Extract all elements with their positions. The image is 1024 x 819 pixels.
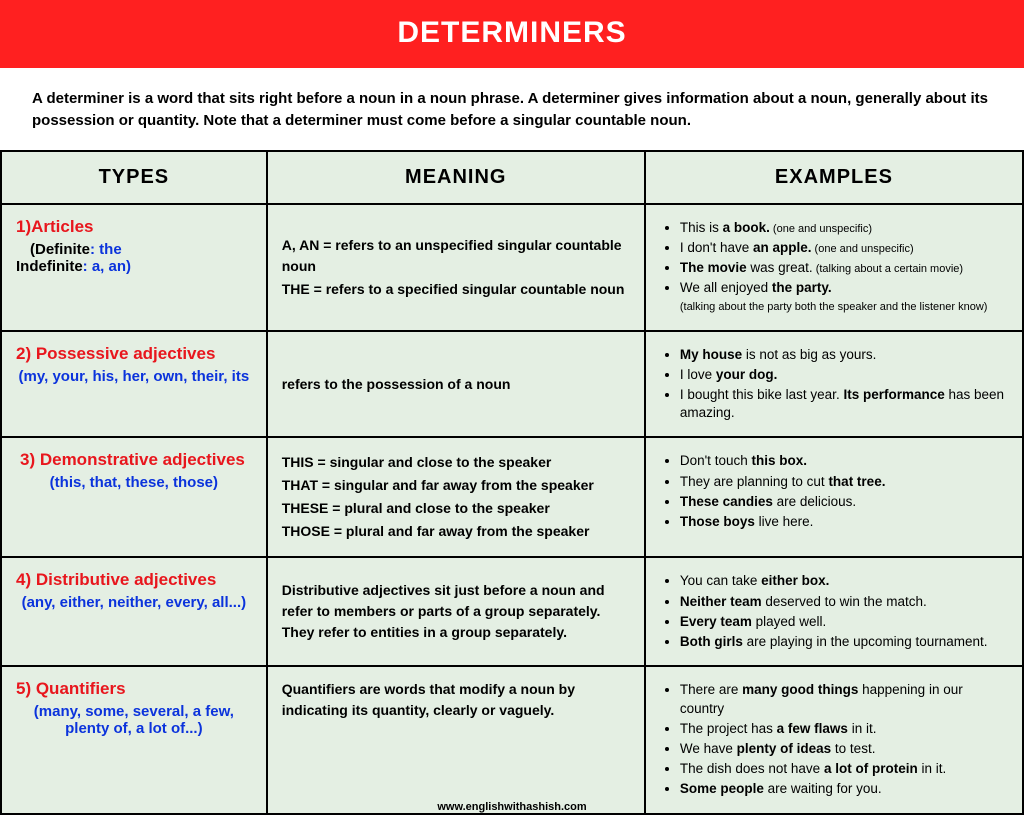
list-item: They are planning to cut that tree. xyxy=(680,473,1008,491)
type-cell-distributive: 4) Distributive adjectives (any, either,… xyxy=(1,557,267,666)
page-title: DETERMINERS xyxy=(397,16,626,49)
type-sub-indefinite-label: Indefinite xyxy=(16,258,83,275)
table-header-row: TYPES MEANING EXAMPLES xyxy=(1,151,1023,204)
type-cell-possessive: 2) Possessive adjectives (my, your, his,… xyxy=(1,331,267,438)
meaning-def: refers to a specified singular countable… xyxy=(326,281,625,297)
type-title: 5) Quantifiers xyxy=(16,679,252,699)
list-item: This is a book. (one and unspecific) xyxy=(680,219,1008,237)
type-cell-demonstrative: 3) Demonstrative adjectives (this, that,… xyxy=(1,437,267,557)
list-item: My house is not as big as yours. xyxy=(680,346,1008,364)
examples-cell: Don't touch this box. They are planning … xyxy=(645,437,1023,557)
examples-cell: There are many good things happening in … xyxy=(645,666,1023,813)
meaning-term: THE = xyxy=(282,281,326,297)
type-cell-quantifiers: 5) Quantifiers (many, some, several, a f… xyxy=(1,666,267,813)
type-sub-definite-value: : the xyxy=(90,241,122,258)
examples-cell: My house is not as big as yours. I love … xyxy=(645,331,1023,438)
type-cell-articles: 1)Articles (Definite: the Indefinite: a,… xyxy=(1,204,267,331)
type-sub: (my, your, his, her, own, their, its xyxy=(16,368,252,385)
type-sub: (any, either, neither, every, all...) xyxy=(16,594,252,611)
table-row: 5) Quantifiers (many, some, several, a f… xyxy=(1,666,1023,813)
list-item: Some people are waiting for you. xyxy=(680,780,1008,798)
list-item: The movie was great. (talking about a ce… xyxy=(680,259,1008,277)
meaning-cell: Distributive adjectives sit just before … xyxy=(267,557,645,666)
list-item: The dish does not have a lot of protein … xyxy=(680,760,1008,778)
type-sub: (this, that, these, those) xyxy=(16,474,252,491)
determiners-table: TYPES MEANING EXAMPLES 1)Articles (Defin… xyxy=(0,150,1024,815)
meaning-text: Distributive adjectives sit just before … xyxy=(282,580,630,643)
type-sub: (many, some, several, a few, plenty of, … xyxy=(16,703,252,737)
table-row: 1)Articles (Definite: the Indefinite: a,… xyxy=(1,204,1023,331)
meaning-cell: Quantifiers are words that modify a noun… xyxy=(267,666,645,813)
examples-cell: You can take either box. Neither team de… xyxy=(645,557,1023,666)
table-row: 4) Distributive adjectives (any, either,… xyxy=(1,557,1023,666)
meaning-cell: THIS = singular and close to the speaker… xyxy=(267,437,645,557)
list-item: Neither team deserved to win the match. xyxy=(680,593,1008,611)
list-item: I bought this bike last year. Its perfor… xyxy=(680,386,1008,422)
type-sub-indefinite-value: : a, an) xyxy=(83,258,131,275)
list-item: Every team played well. xyxy=(680,613,1008,631)
col-header-meaning: MEANING xyxy=(267,151,645,204)
list-item: We all enjoyed the party.(talking about … xyxy=(680,279,1008,315)
list-item: Don't touch this box. xyxy=(680,452,1008,470)
list-item: Both girls are playing in the upcoming t… xyxy=(680,633,1008,651)
list-item: There are many good things happening in … xyxy=(680,681,1008,717)
col-header-types: TYPES xyxy=(1,151,267,204)
col-header-examples: EXAMPLES xyxy=(645,151,1023,204)
list-item: You can take either box. xyxy=(680,572,1008,590)
meaning-cell: A, AN = refers to an unspecified singula… xyxy=(267,204,645,331)
list-item: I don't have an apple. (one and unspecif… xyxy=(680,239,1008,257)
type-title: 4) Distributive adjectives xyxy=(16,570,252,590)
table-row: 2) Possessive adjectives (my, your, his,… xyxy=(1,331,1023,438)
intro-text: A determiner is a word that sits right b… xyxy=(0,68,1024,150)
meaning-term: A, AN = xyxy=(282,237,336,253)
type-title: 2) Possessive adjectives xyxy=(16,344,252,364)
type-title: 3) Demonstrative adjectives xyxy=(16,450,252,470)
table-row: 3) Demonstrative adjectives (this, that,… xyxy=(1,437,1023,557)
list-item: These candies are delicious. xyxy=(680,493,1008,511)
page-title-bar: DETERMINERS xyxy=(0,0,1024,68)
meaning-text: Quantifiers are words that modify a noun… xyxy=(282,679,630,721)
list-item: Those boys live here. xyxy=(680,513,1008,531)
list-item: The project has a few flaws in it. xyxy=(680,720,1008,738)
meaning-text: refers to the possession of a noun xyxy=(282,374,630,395)
meaning-cell: refers to the possession of a noun xyxy=(267,331,645,438)
type-title: 1)Articles xyxy=(16,217,252,237)
type-sub-definite-label: (Definite xyxy=(30,241,90,258)
examples-cell: This is a book. (one and unspecific) I d… xyxy=(645,204,1023,331)
list-item: We have plenty of ideas to test. xyxy=(680,740,1008,758)
list-item: I love your dog. xyxy=(680,366,1008,384)
